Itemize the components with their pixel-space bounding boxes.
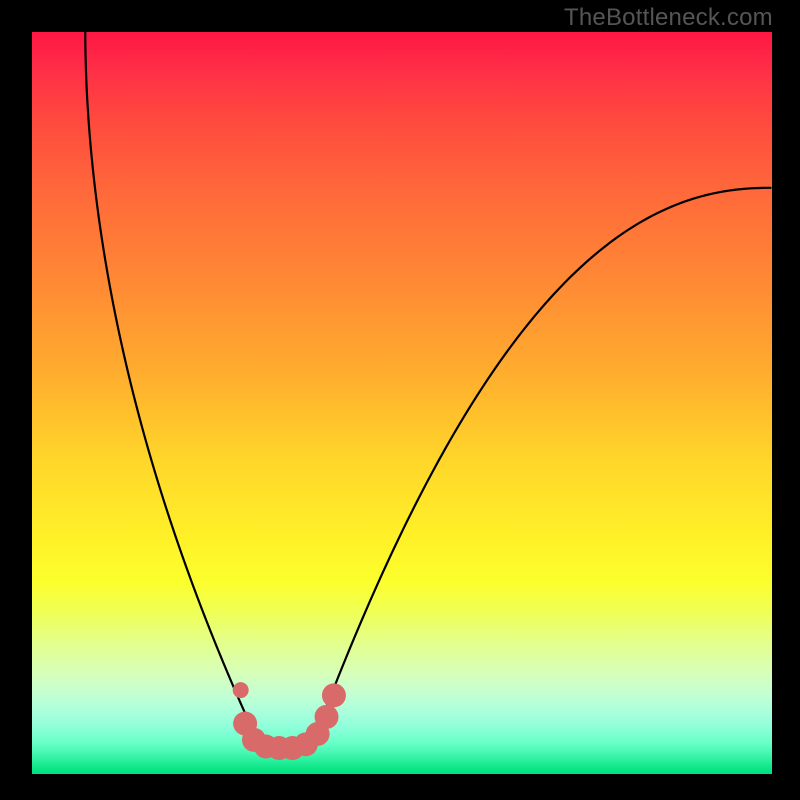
gradient-background [32, 32, 772, 774]
plot-area [32, 32, 772, 774]
chart-stage: TheBottleneck.com [0, 0, 800, 800]
plot-svg [32, 32, 772, 774]
marker-dot [315, 705, 339, 729]
watermark-text: TheBottleneck.com [564, 4, 773, 32]
marker-dot [322, 683, 346, 707]
marker-dot [233, 682, 249, 698]
